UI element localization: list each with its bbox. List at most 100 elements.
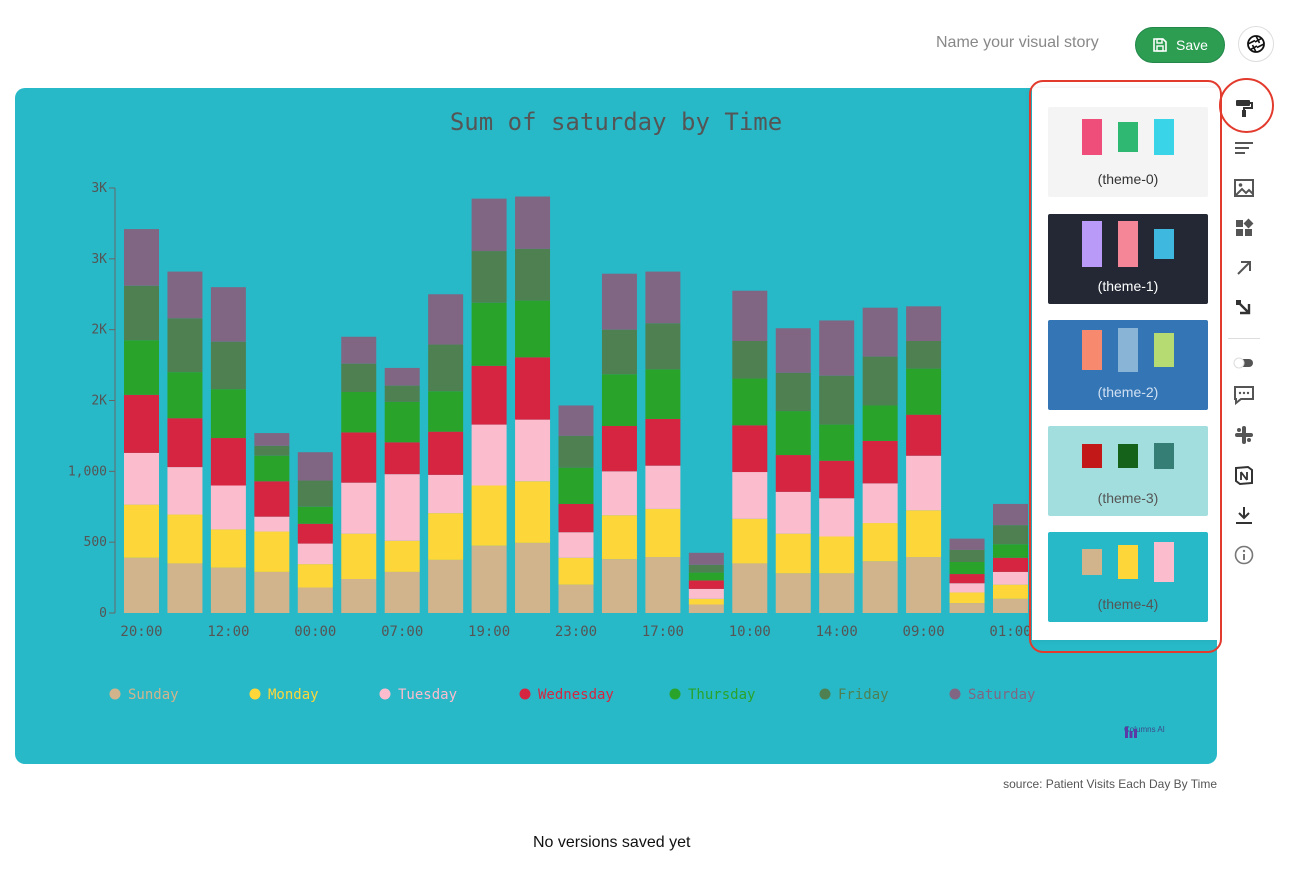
theme-card-3[interactable]: (theme-3) — [1048, 426, 1208, 516]
bar-segment[interactable] — [993, 584, 1028, 599]
info-button[interactable] — [1232, 543, 1256, 567]
bar-segment[interactable] — [210, 389, 246, 439]
bar-segment[interactable] — [384, 385, 420, 402]
bar-segment[interactable] — [949, 549, 985, 562]
bar-segment[interactable] — [775, 491, 811, 534]
bar-segment[interactable] — [819, 460, 855, 499]
bar-segment[interactable] — [210, 567, 246, 613]
bar-segment[interactable] — [601, 471, 637, 516]
bar-segment[interactable] — [471, 198, 507, 252]
bar-segment[interactable] — [601, 426, 637, 472]
bar-segment[interactable] — [558, 405, 594, 436]
bar-segment[interactable] — [384, 540, 420, 572]
bar-segment[interactable] — [471, 365, 507, 425]
bar-segment[interactable] — [254, 571, 290, 613]
bar-segment[interactable] — [993, 598, 1028, 613]
bar-segment[interactable] — [732, 425, 768, 473]
bar-segment[interactable] — [688, 572, 724, 581]
bar-segment[interactable] — [732, 563, 768, 613]
bar-segment[interactable] — [384, 401, 420, 443]
bar-segment[interactable] — [341, 336, 377, 364]
bar-segment[interactable] — [341, 533, 377, 579]
bar-segment[interactable] — [384, 571, 420, 613]
bar-segment[interactable] — [124, 557, 159, 613]
notion-share-button[interactable] — [1232, 463, 1256, 487]
bar-segment[interactable] — [515, 542, 551, 613]
bar-segment[interactable] — [993, 571, 1028, 585]
bar-segment[interactable] — [210, 287, 246, 342]
bar-segment[interactable] — [428, 513, 464, 560]
bar-segment[interactable] — [601, 273, 637, 330]
bar-segment[interactable] — [297, 452, 333, 481]
bar-segment[interactable] — [862, 356, 898, 406]
bar-segment[interactable] — [862, 405, 898, 441]
bar-segment[interactable] — [601, 515, 637, 560]
bar-segment[interactable] — [906, 510, 942, 558]
story-name-field[interactable]: Name your visual story — [936, 34, 1099, 51]
bar-segment[interactable] — [515, 196, 551, 249]
bar-segment[interactable] — [210, 485, 246, 530]
bar-segment[interactable] — [645, 323, 681, 370]
bar-segment[interactable] — [906, 306, 942, 341]
bar-segment[interactable] — [688, 588, 724, 599]
bar-segment[interactable] — [167, 563, 203, 613]
bar-segment[interactable] — [906, 557, 942, 613]
bar-segment[interactable] — [688, 580, 724, 589]
bar-segment[interactable] — [862, 483, 898, 524]
arrow-down-tool-button[interactable] — [1232, 296, 1256, 320]
bar-segment[interactable] — [471, 485, 507, 546]
bar-segment[interactable] — [645, 465, 681, 509]
bar-segment[interactable] — [688, 604, 724, 614]
bar-segment[interactable] — [428, 559, 464, 613]
bar-segment[interactable] — [558, 532, 594, 558]
bar-segment[interactable] — [254, 516, 290, 532]
bar-segment[interactable] — [428, 294, 464, 345]
bar-segment[interactable] — [949, 583, 985, 593]
bar-segment[interactable] — [775, 573, 811, 613]
bar-segment[interactable] — [819, 320, 855, 376]
bar-segment[interactable] — [645, 418, 681, 466]
bar-segment[interactable] — [167, 271, 203, 319]
bar-segment[interactable] — [471, 302, 507, 366]
bar-segment[interactable] — [862, 561, 898, 613]
widgets-tool-button[interactable] — [1232, 216, 1256, 240]
theme-card-2[interactable]: (theme-2) — [1048, 320, 1208, 410]
bar-segment[interactable] — [384, 367, 420, 386]
theme-card-4[interactable]: (theme-4) — [1048, 532, 1208, 622]
bar-segment[interactable] — [254, 531, 290, 572]
bar-segment[interactable] — [428, 474, 464, 514]
bar-segment[interactable] — [601, 374, 637, 426]
theme-card-0[interactable]: (theme-0) — [1048, 107, 1208, 197]
bar-segment[interactable] — [775, 328, 811, 373]
legend-item[interactable]: Monday — [268, 687, 319, 703]
bar-segment[interactable] — [645, 508, 681, 558]
save-button[interactable]: Save — [1135, 27, 1225, 63]
bar-segment[interactable] — [645, 557, 681, 613]
bar-segment[interactable] — [167, 318, 203, 373]
image-tool-button[interactable] — [1232, 176, 1256, 200]
bar-segment[interactable] — [428, 344, 464, 392]
bar-segment[interactable] — [341, 432, 377, 483]
bar-segment[interactable] — [341, 392, 377, 433]
comment-tool-button[interactable] — [1232, 383, 1256, 407]
bar-segment[interactable] — [515, 419, 551, 482]
bar-segment[interactable] — [819, 498, 855, 537]
bar-segment[interactable] — [384, 474, 420, 541]
bar-segment[interactable] — [732, 290, 768, 341]
bar-segment[interactable] — [906, 414, 942, 456]
bar-segment[interactable] — [949, 592, 985, 604]
bar-segment[interactable] — [993, 525, 1028, 545]
bar-segment[interactable] — [645, 271, 681, 324]
bar-segment[interactable] — [775, 455, 811, 492]
aperture-button[interactable] — [1238, 26, 1274, 62]
bar-segment[interactable] — [558, 467, 594, 504]
legend-item[interactable]: Thursday — [688, 687, 755, 703]
slack-share-button[interactable] — [1232, 423, 1256, 447]
bar-segment[interactable] — [515, 481, 551, 543]
bar-segment[interactable] — [515, 300, 551, 358]
bar-segment[interactable] — [558, 557, 594, 585]
bar-segment[interactable] — [515, 248, 551, 301]
bar-segment[interactable] — [124, 394, 159, 453]
bar-segment[interactable] — [254, 481, 290, 517]
bar-segment[interactable] — [297, 506, 333, 524]
